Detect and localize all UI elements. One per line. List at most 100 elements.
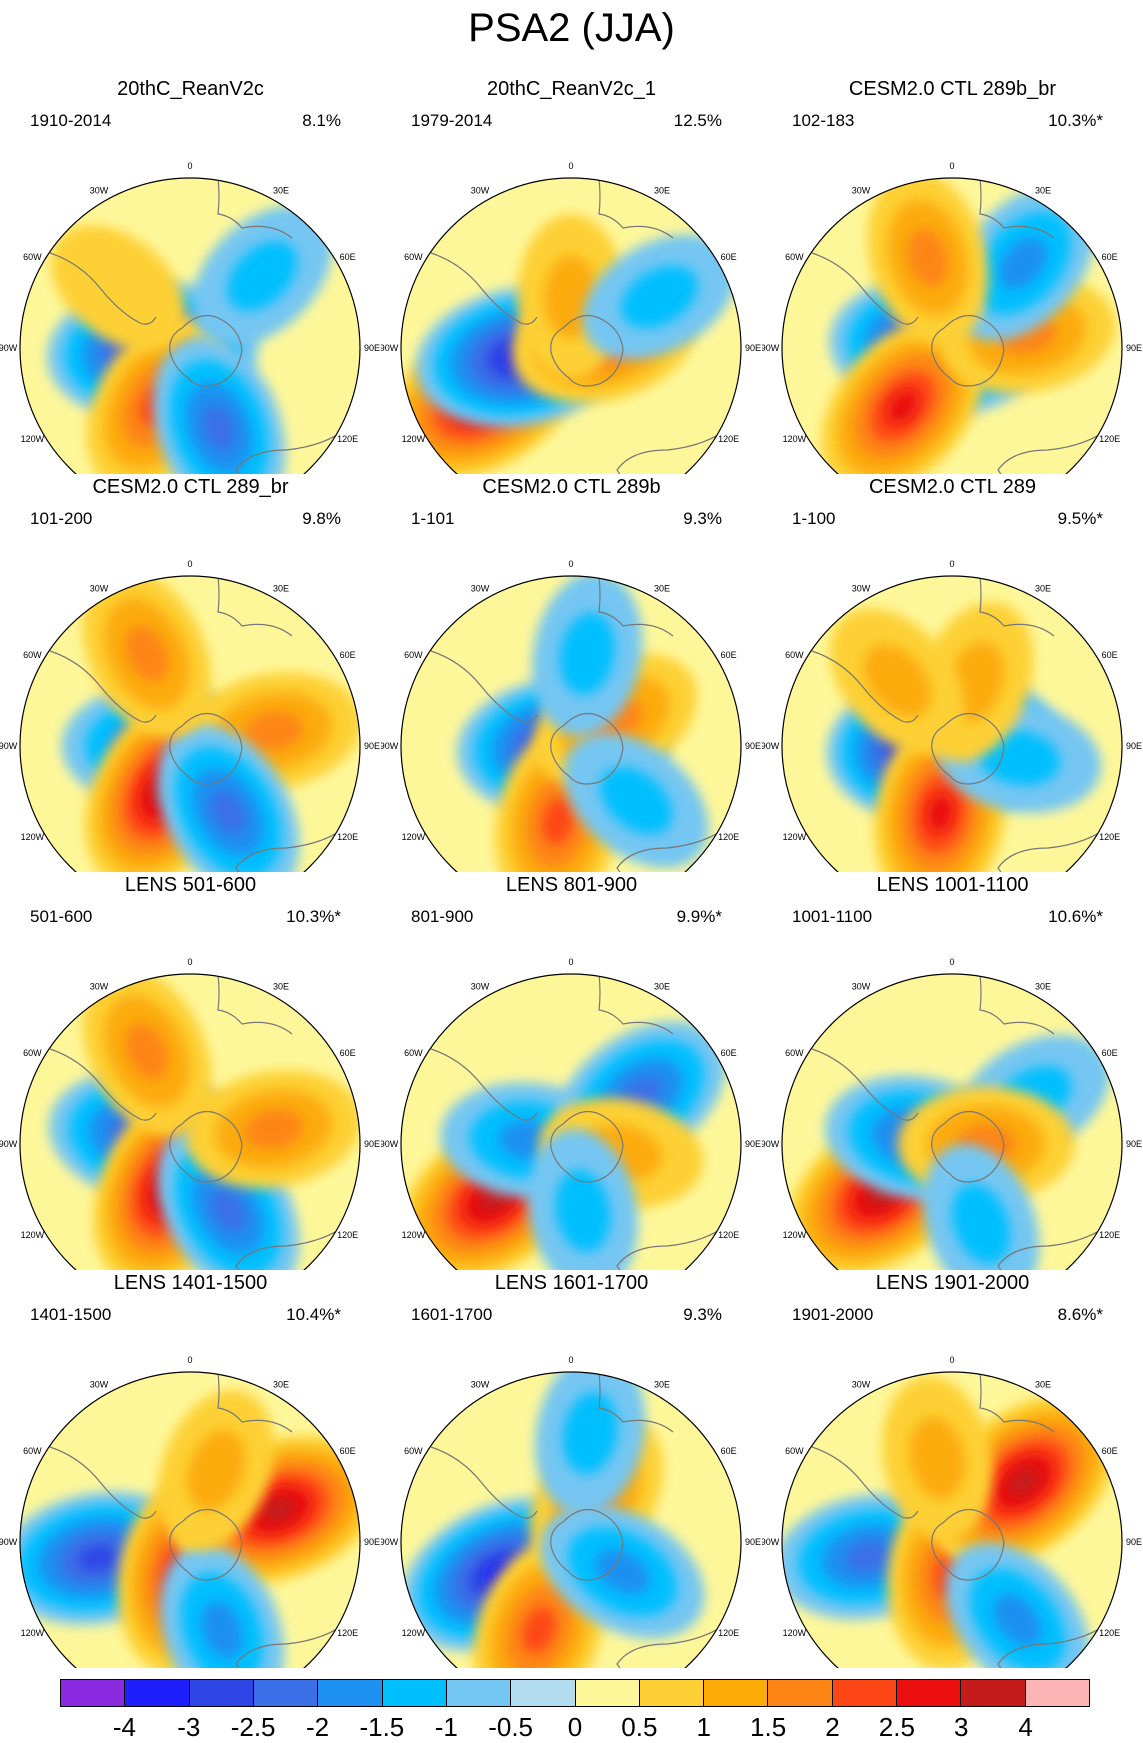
africa-outline — [598, 1372, 674, 1433]
panel-title: LENS 501-600 — [124, 874, 257, 896]
longitude-label: 60W — [23, 252, 42, 262]
map-panel: 20thC_ReanV2c_1 1979-2014 12.5% 0 30E 60E 90E 1… — [381, 78, 762, 474]
longitude-label: 120E — [718, 1230, 739, 1240]
contour-level — [886, 389, 920, 425]
map-panel: CESM2.0 CTL 289 1-100 9.5%* 0 30E 60E 90E 120E 1… — [762, 476, 1143, 872]
longitude-label: 120E — [718, 832, 739, 842]
contour-level — [187, 1430, 246, 1511]
polar-map: 030E60E90E120E150E180150W120W90W60W30W — [381, 957, 761, 1270]
anomaly-center — [51, 225, 186, 351]
longitude-label: 60W — [404, 252, 423, 262]
polar-map: 030E60E90E120E150E180150W120W90W60W30W — [381, 1355, 761, 1668]
map-border — [781, 575, 1123, 872]
panel-title: CESM2.0 CTL 289b — [482, 476, 661, 498]
colorbar-tick-label: -0.5 — [488, 1712, 534, 1742]
longitude-label: 120E — [1099, 832, 1120, 842]
longitude-label: 0 — [949, 559, 954, 569]
anomaly-center — [527, 1128, 638, 1270]
longitude-label: 120E — [1099, 1230, 1120, 1240]
contour-level — [125, 1023, 169, 1080]
longitude-label: 60E — [1102, 650, 1118, 660]
longitude-label: 120E — [337, 1628, 358, 1638]
longitude-label: 0 — [949, 161, 954, 171]
longitude-label: 30E — [1035, 583, 1051, 593]
polar-map: 030E60E90E120E150E180150W120W90W60W30W — [0, 1355, 380, 1668]
longitude-label: 30E — [654, 981, 670, 991]
contour-level — [844, 1541, 892, 1573]
longitude-label: 0 — [568, 1355, 573, 1365]
map-border — [400, 1371, 742, 1668]
south-america-outline — [811, 1446, 919, 1519]
colorbar-swatch — [768, 1680, 833, 1706]
longitude-label: 120E — [718, 1628, 739, 1638]
longitude-label: 120W — [783, 434, 807, 444]
longitude-label: 90E — [745, 1537, 761, 1547]
longitude-label: 120W — [402, 832, 426, 842]
longitude-label: 60W — [404, 1048, 423, 1058]
variance-percent: 10.3%* — [286, 907, 341, 926]
colorbar-tick-label: 1.5 — [750, 1712, 787, 1742]
figure-title: PSA2 (JJA) — [468, 6, 675, 50]
longitude-label: 30E — [273, 1379, 289, 1389]
longitude-label: 60W — [785, 1446, 804, 1456]
colorbar-labels: -4 -3 -2.5 -2 -1.5 -1 -0.5 0 0.5 1 1.5 2 2.5 3 4 — [0, 1712, 1143, 1742]
africa-outline — [217, 974, 293, 1035]
contour-level — [244, 1109, 303, 1149]
longitude-label: 60E — [340, 1048, 356, 1058]
contour-level — [202, 405, 236, 451]
africa-outline — [598, 974, 674, 1035]
contour-level — [244, 711, 303, 751]
longitude-label: 30E — [273, 981, 289, 991]
longitude-label: 30W — [852, 185, 871, 195]
panel-title: CESM2.0 CTL 289 — [868, 476, 1037, 498]
colorbar-tick-label: 3 — [954, 1712, 969, 1742]
colorbar-swatch — [318, 1680, 383, 1706]
anomaly-center — [82, 974, 212, 1136]
longitude-label: 90W — [0, 343, 18, 353]
longitude-label: 30W — [471, 981, 490, 991]
longitude-label: 90W — [381, 741, 399, 751]
longitude-label: 0 — [187, 1355, 192, 1365]
polar-map: 030E60E90E120E150E180150W120W90W60W30W — [762, 1355, 1142, 1668]
south-america-outline — [49, 1048, 157, 1121]
antarctica-outline — [169, 1508, 243, 1581]
longitude-label: 30W — [90, 185, 109, 195]
colorbar-swatch — [961, 1680, 1026, 1706]
longitude-label: 30W — [90, 981, 109, 991]
longitude-label: 120W — [783, 1628, 807, 1638]
longitude-label: 30E — [1035, 185, 1051, 195]
colorbar-tick-label: -2 — [305, 1712, 330, 1742]
period-label: 1901-2000 — [792, 1305, 874, 1324]
contour-level — [210, 1188, 247, 1233]
africa-outline — [217, 1372, 293, 1433]
contour-level — [559, 612, 615, 695]
polar-map: 030E60E90E120E150E180150W120W90W60W30W — [0, 559, 380, 872]
contour-level — [522, 1607, 556, 1653]
map-panel: LENS 1401-1500 1401-1500 10.4%* 0 30E 60E 90E 1… — [0, 1272, 381, 1668]
longitude-label: 90W — [381, 343, 399, 353]
longitude-label: 120E — [337, 832, 358, 842]
period-label: 1401-1500 — [30, 1305, 112, 1324]
map-border — [400, 177, 742, 474]
anomaly-center — [158, 1390, 275, 1551]
contour-level — [51, 225, 186, 351]
longitude-label: 60E — [340, 1446, 356, 1456]
australia-outline — [616, 823, 732, 872]
period-label: 1-101 — [411, 509, 455, 528]
polar-map: 030E60E90E120E150E180150W120W90W60W30W — [0, 957, 380, 1270]
panel-title: CESM2.0 CTL 289_br — [92, 476, 289, 498]
australia-outline — [616, 1221, 732, 1270]
colorbar-swatch — [446, 1680, 512, 1706]
panel-title: 20thC_ReanV2c_1 — [486, 78, 656, 100]
variance-percent: 9.3% — [683, 509, 722, 528]
longitude-label: 0 — [568, 559, 573, 569]
variance-percent: 12.5% — [673, 111, 722, 130]
colorbar-swatch — [511, 1680, 576, 1706]
map-border — [781, 177, 1123, 474]
longitude-label: 60W — [785, 1048, 804, 1058]
map-border — [781, 1371, 1123, 1668]
colorbar-swatch — [253, 1680, 319, 1706]
longitude-label: 120W — [402, 434, 426, 444]
longitude-label: 0 — [949, 1355, 954, 1365]
variance-percent: 9.3% — [683, 1305, 722, 1324]
